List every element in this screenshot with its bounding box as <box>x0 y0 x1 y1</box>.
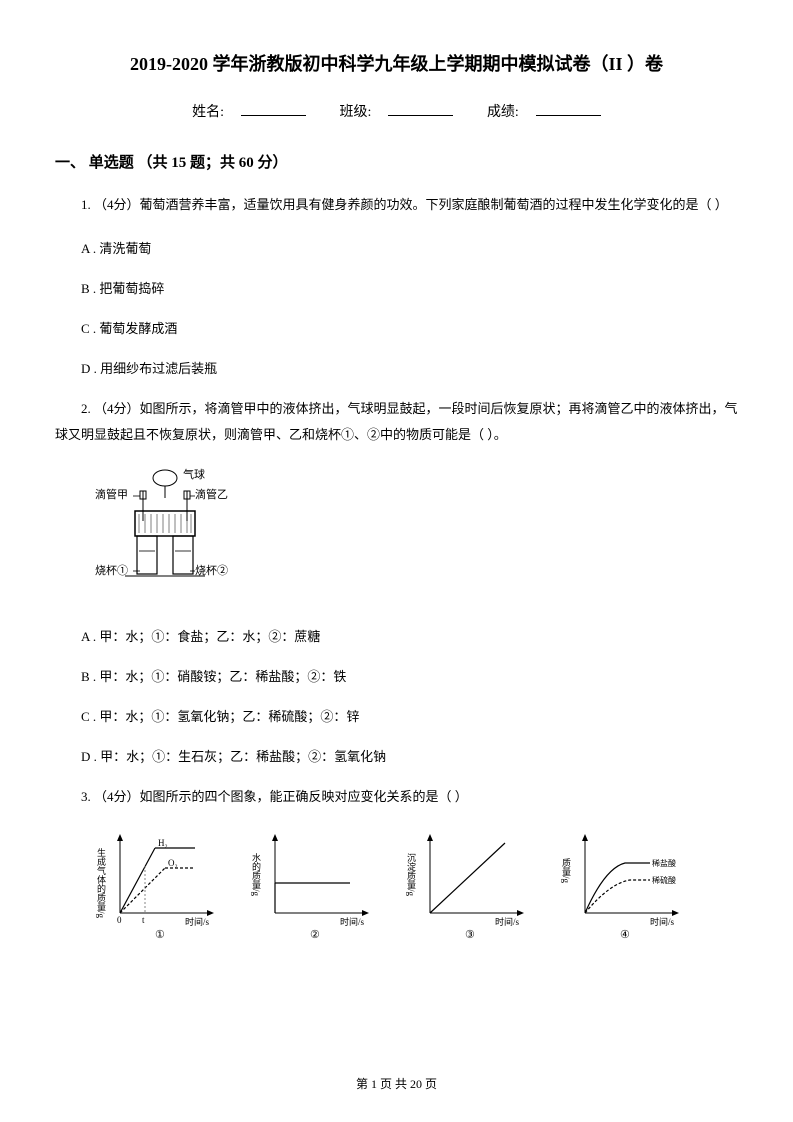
class-label: 班级: <box>340 105 372 120</box>
name-blank[interactable] <box>241 115 306 116</box>
q1-optA: A . 清洗葡萄 <box>55 236 738 262</box>
q2-optD: D . 甲：水；①：生石灰；乙：稀盐酸；②：氢氧化钠 <box>55 744 738 770</box>
beaker1-label: 烧杯① <box>95 563 128 577</box>
chart3: 沉淀质量/g 时间/s ③ <box>405 828 535 943</box>
svg-text:②: ② <box>310 929 320 941</box>
page-footer: 第 1 页 共 20 页 <box>0 1075 793 1092</box>
svg-text:沉淀质量/g: 沉淀质量/g <box>406 853 416 897</box>
q1-optB: B . 把葡萄捣碎 <box>55 276 738 302</box>
q2-diagram: 气球 滴管甲 滴管乙 <box>95 466 738 606</box>
section-header: 一、 单选题 （共 15 题；共 60 分） <box>55 151 738 172</box>
beaker2-label: 烧杯② <box>195 563 228 577</box>
svg-text:①: ① <box>155 929 165 941</box>
chart4: 质量/g 时间/s 稀盐酸 稀硫酸 ④ <box>560 828 690 943</box>
q2-optC: C . 甲：水；①：氢氧化钠；乙：稀硫酸；②：锌 <box>55 704 738 730</box>
svg-text:稀硫酸: 稀硫酸 <box>652 875 676 885</box>
svg-text:H₂: H₂ <box>158 838 168 848</box>
q1-optC: C . 葡萄发酵成酒 <box>55 316 738 342</box>
student-info-line: 姓名: 班级: 成绩: <box>55 101 738 121</box>
svg-text:时间/s: 时间/s <box>185 916 210 927</box>
q2-optB: B . 甲：水；①：硝酸铵；乙：稀盐酸；②：铁 <box>55 664 738 690</box>
score-label: 成绩: <box>487 105 519 120</box>
q1-optD: D . 用细纱布过滤后装瓶 <box>55 356 738 382</box>
balloon-label: 气球 <box>183 467 205 481</box>
svg-text:t: t <box>142 915 145 925</box>
chart2: 水的质量/g 时间/s ② <box>250 828 380 943</box>
svg-text:③: ③ <box>465 929 475 941</box>
svg-text:稀盐酸: 稀盐酸 <box>652 858 676 868</box>
score-blank[interactable] <box>536 115 601 116</box>
svg-text:时间/s: 时间/s <box>495 916 520 927</box>
svg-text:生成气体的质量/g: 生成气体的质量/g <box>96 847 106 919</box>
page-title: 2019-2020 学年浙教版初中科学九年级上学期期中模拟试卷（II ）卷 <box>55 50 738 76</box>
dropper-b-label: 滴管乙 <box>195 487 228 501</box>
q3-text: 3. （4分）如图所示的四个图象，能正确反映对应变化关系的是（ ） <box>55 784 738 810</box>
chart1: 生成气体的质量/g 时间/s H₂ O₂ t 0 ① <box>95 828 225 943</box>
svg-text:O₂: O₂ <box>168 858 178 868</box>
name-label: 姓名: <box>192 105 224 120</box>
svg-text:质量/g: 质量/g <box>561 857 571 884</box>
dropper-a-label: 滴管甲 <box>95 487 128 501</box>
class-blank[interactable] <box>388 115 453 116</box>
q2-optA: A . 甲：水；①：食盐；乙：水；②：蔗糖 <box>55 624 738 650</box>
svg-text:0: 0 <box>117 915 122 925</box>
svg-text:④: ④ <box>620 929 630 941</box>
q2-text: 2. （4分）如图所示，将滴管甲中的液体挤出，气球明显鼓起，一段时间后恢复原状；… <box>55 396 738 448</box>
svg-text:时间/s: 时间/s <box>650 916 675 927</box>
q3-charts: 生成气体的质量/g 时间/s H₂ O₂ t 0 ① 水的质量/g 时间/s <box>95 828 738 943</box>
svg-text:时间/s: 时间/s <box>340 916 365 927</box>
q1-text: 1. （4分）葡萄酒营养丰富，适量饮用具有健身养颜的功效。下列家庭酿制葡萄酒的过… <box>55 192 738 218</box>
svg-text:水的质量/g: 水的质量/g <box>251 852 261 897</box>
